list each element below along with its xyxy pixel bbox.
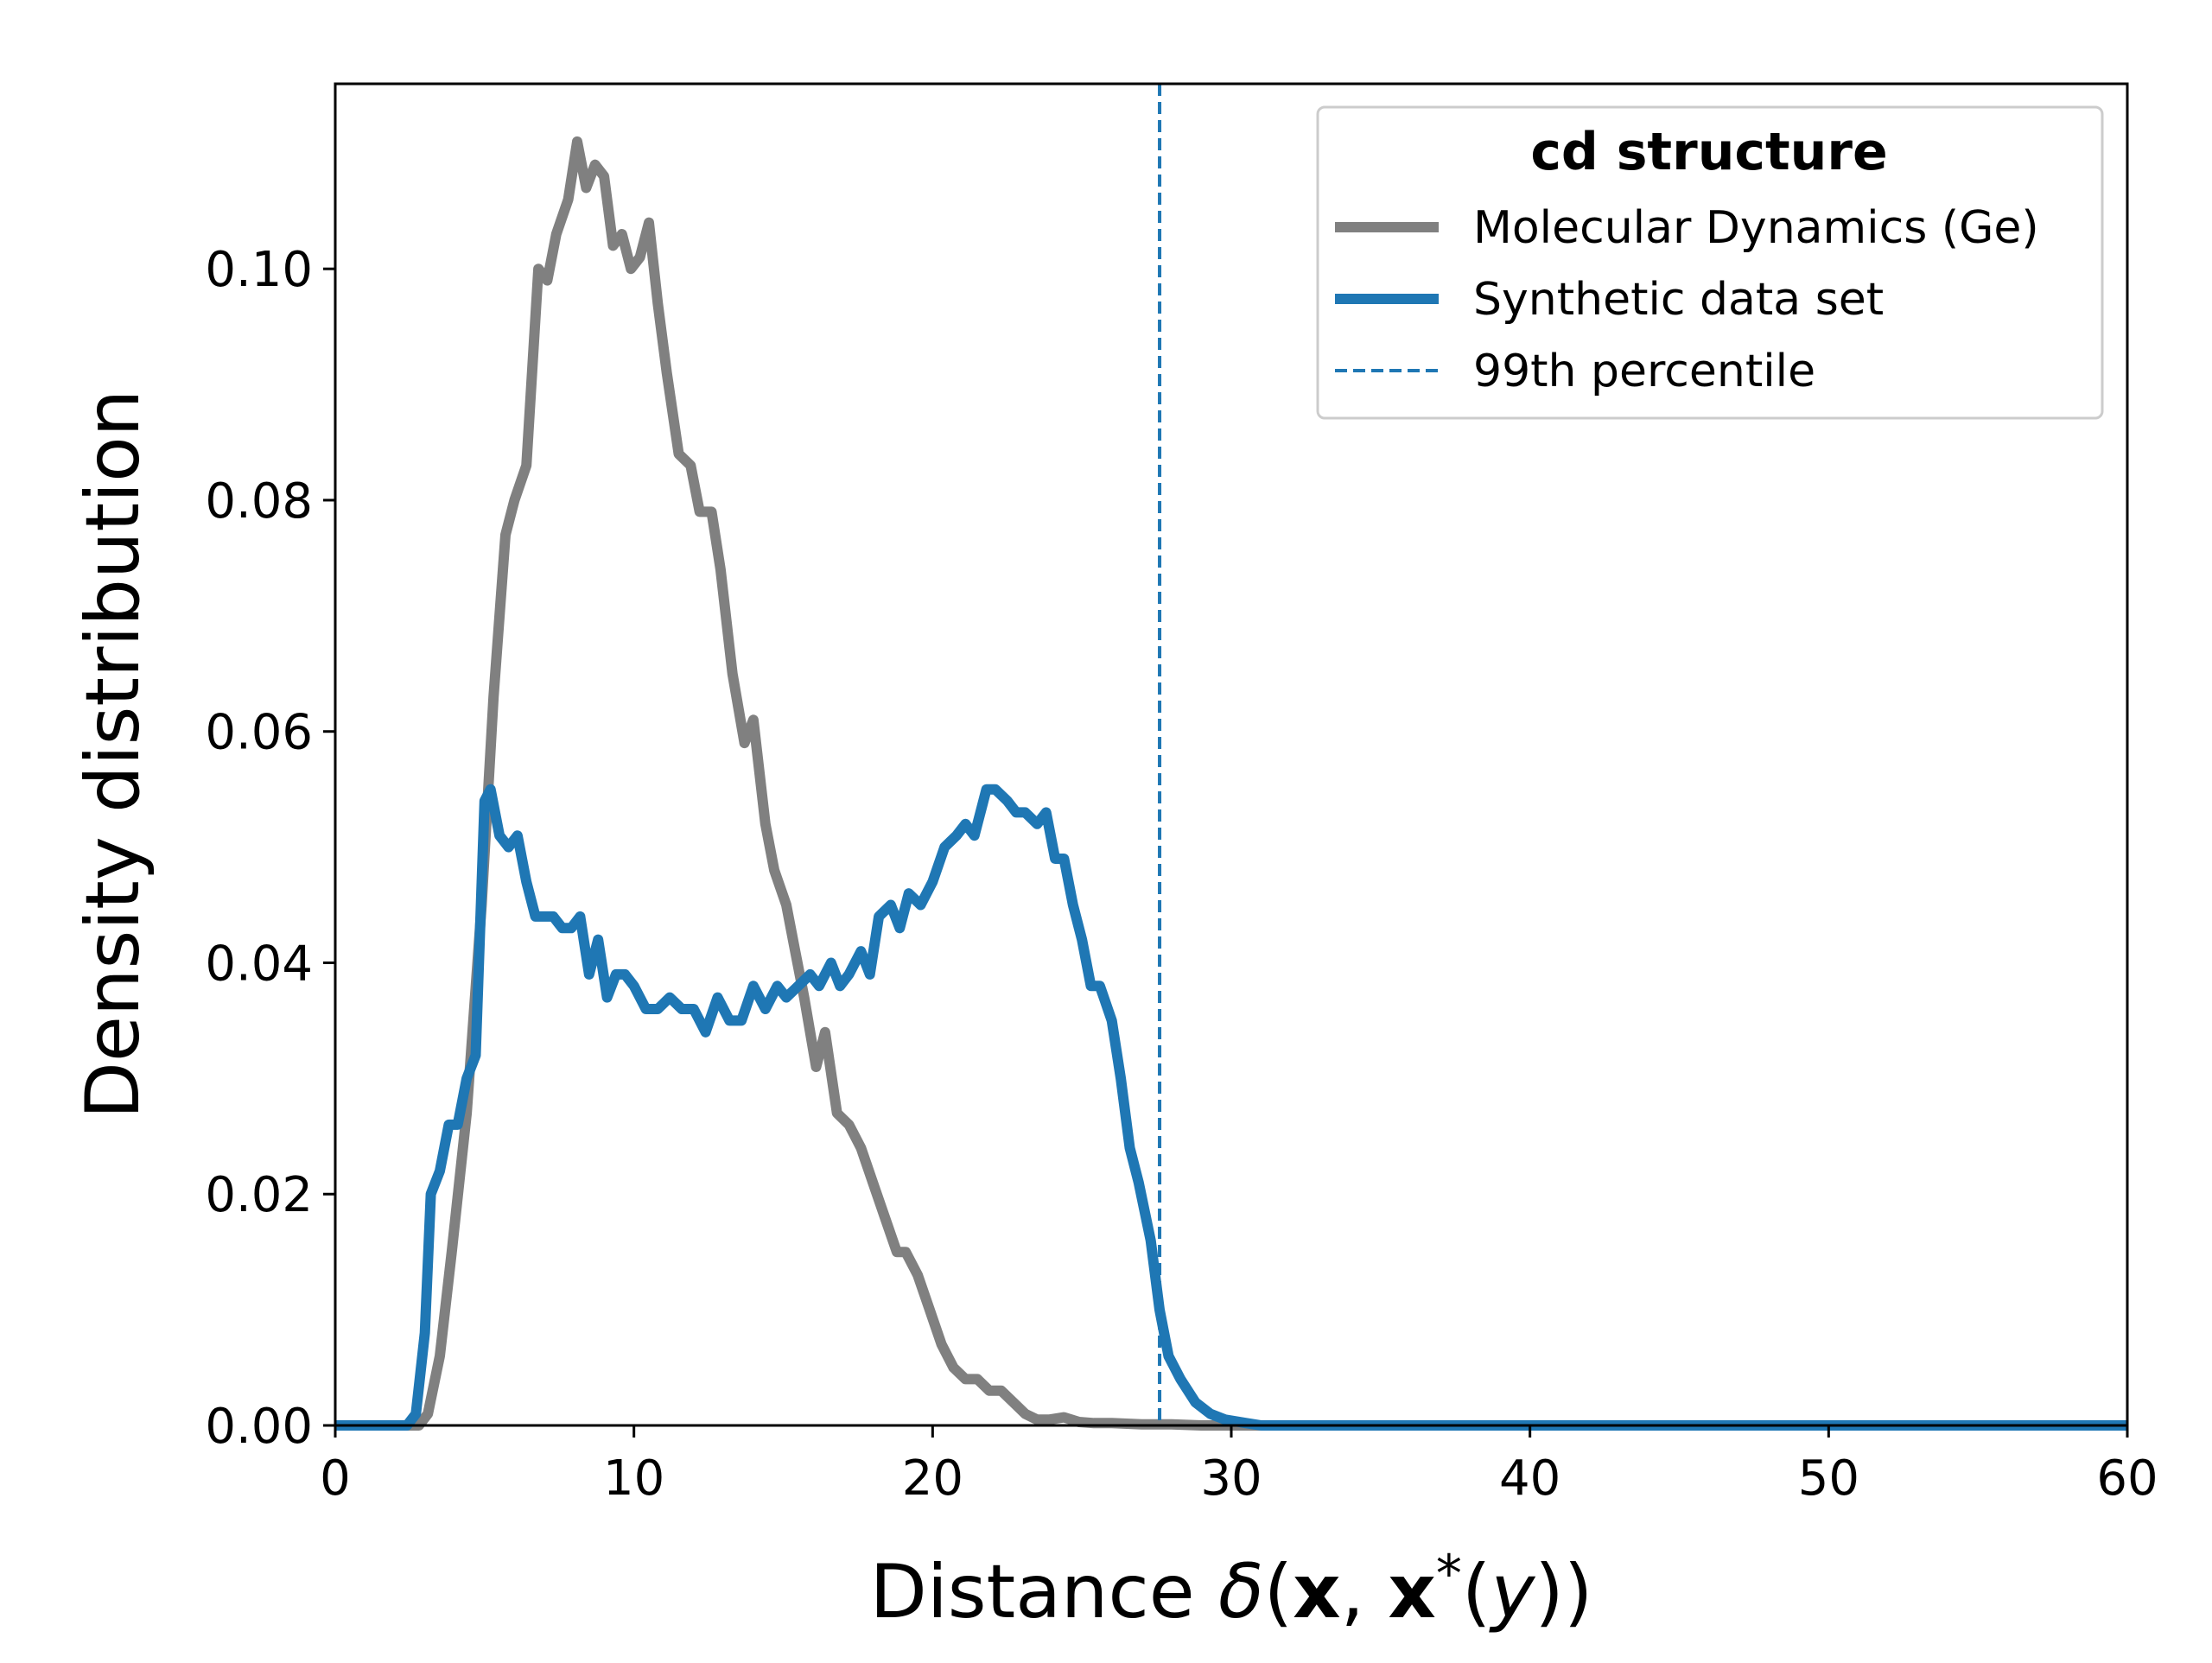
y-tick-label: 0.04 — [205, 936, 313, 992]
y-tick-label: 0.00 — [205, 1399, 313, 1455]
plot-lines — [335, 84, 2127, 1431]
x-tick-label: 30 — [1200, 1450, 1262, 1507]
y-tick-label: 0.08 — [205, 473, 313, 530]
legend-label-md: Molecular Dynamics (Ge) — [1473, 202, 2039, 254]
legend-label-percentile: 99th percentile — [1473, 346, 1815, 397]
y-axis-title: Density distribution — [70, 390, 156, 1119]
series-line-1 — [335, 784, 2127, 1431]
legend-box — [1316, 105, 2104, 420]
x-tick-label: 60 — [2096, 1450, 2158, 1507]
x-tick-label: 20 — [902, 1450, 963, 1507]
legend-title: cd structure — [1530, 122, 1887, 182]
series-line-0 — [335, 136, 2127, 1431]
y-tick-label: 0.02 — [205, 1167, 313, 1223]
y-tick-label: 0.06 — [205, 705, 313, 761]
x-tick-label: 40 — [1499, 1450, 1560, 1507]
x-tick-label: 0 — [320, 1450, 351, 1507]
y-tick-label: 0.10 — [205, 242, 313, 298]
x-axis-title: Distance δ(x, x*(y)) — [870, 1544, 1593, 1635]
legend: cd structure Molecular Dynamics (Ge) Syn… — [1316, 105, 2104, 420]
x-axis-ticks: 0 10 20 30 40 50 60 — [320, 1425, 2158, 1507]
y-axis-ticks: 0.00 0.02 0.04 0.06 0.08 0.10 — [205, 242, 335, 1455]
legend-label-synthetic: Synthetic data set — [1473, 274, 1884, 326]
x-tick-label: 10 — [603, 1450, 664, 1507]
x-tick-label: 50 — [1798, 1450, 1859, 1507]
